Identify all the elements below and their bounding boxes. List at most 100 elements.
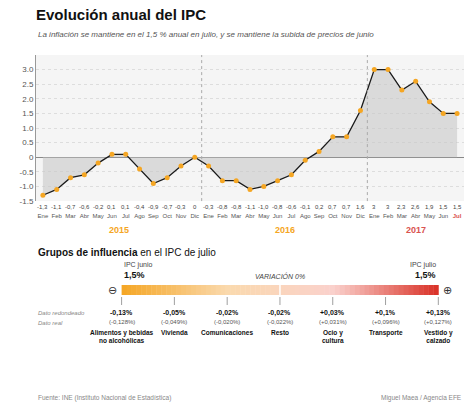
svg-text:-0,02%: -0,02%: [268, 309, 291, 317]
svg-text:1,5: 1,5: [439, 204, 448, 210]
svg-text:Mar: Mar: [65, 213, 75, 219]
svg-text:-0,1: -0,1: [300, 204, 311, 210]
svg-text:Evolución anual del IPC: Evolución anual del IPC: [36, 6, 206, 23]
svg-text:Feb: Feb: [383, 213, 394, 219]
svg-text:Transporte: Transporte: [369, 329, 403, 337]
svg-text:2017: 2017: [406, 225, 426, 235]
svg-text:Ocio ycultura: Ocio ycultura: [322, 329, 344, 344]
svg-text:1,9: 1,9: [425, 204, 434, 210]
svg-text:May: May: [424, 213, 435, 219]
svg-text:(-0,049%): (-0,049%): [161, 319, 187, 325]
svg-text:Dato redondeado: Dato redondeado: [38, 310, 85, 316]
svg-text:1,5: 1,5: [453, 204, 462, 210]
svg-text:-0,6: -0,6: [286, 204, 297, 210]
svg-text:Ago: Ago: [300, 213, 311, 219]
svg-text:Oct: Oct: [162, 213, 172, 219]
svg-text:-0,7: -0,7: [162, 204, 173, 210]
svg-text:(+0,031%): (+0,031%): [319, 319, 347, 325]
svg-text:(-0,022%): (-0,022%): [267, 319, 293, 325]
svg-text:2,3: 2,3: [397, 204, 406, 210]
svg-text:Abr: Abr: [80, 213, 89, 219]
svg-text:-0,4: -0,4: [134, 204, 145, 210]
svg-text:Mar: Mar: [397, 213, 407, 219]
svg-text:0,7: 0,7: [328, 204, 337, 210]
svg-text:Grupos de influencia en el IPC: Grupos de influencia en el IPC de julio: [38, 247, 216, 258]
svg-text:0,1: 0,1: [107, 204, 116, 210]
svg-text:Jun: Jun: [273, 213, 283, 219]
svg-text:Dic: Dic: [190, 213, 199, 219]
svg-text:-1,1: -1,1: [51, 204, 62, 210]
svg-text:1.5: 1.5: [22, 109, 34, 118]
svg-text:-1,0: -1,0: [258, 204, 269, 210]
svg-text:Jun: Jun: [438, 213, 448, 219]
svg-text:-0,13%: -0,13%: [110, 309, 133, 317]
svg-text:Feb: Feb: [52, 213, 63, 219]
svg-text:2,6: 2,6: [411, 204, 420, 210]
svg-text:Comunicaciones: Comunicaciones: [201, 329, 253, 336]
svg-text:Dic: Dic: [356, 213, 365, 219]
svg-text:(-0,128%): (-0,128%): [109, 319, 135, 325]
svg-text:0: 0: [29, 153, 34, 162]
svg-text:-1.5: -1.5: [20, 197, 34, 206]
svg-text:Sep: Sep: [148, 213, 159, 219]
svg-text:-0,6: -0,6: [79, 204, 90, 210]
svg-text:-0,9: -0,9: [148, 204, 159, 210]
svg-text:May: May: [92, 213, 103, 219]
svg-text:Abr: Abr: [411, 213, 420, 219]
svg-text:Jul: Jul: [453, 213, 462, 219]
svg-text:Resto: Resto: [271, 329, 289, 336]
svg-text:+0,13%: +0,13%: [426, 309, 451, 317]
svg-text:-1.0: -1.0: [20, 182, 34, 191]
svg-text:⊕: ⊕: [443, 284, 452, 297]
svg-text:Vivienda: Vivienda: [161, 329, 188, 336]
svg-text:Jun: Jun: [107, 213, 117, 219]
svg-text:Vestido ycalzado: Vestido ycalzado: [424, 329, 453, 344]
svg-text:-1,3: -1,3: [37, 204, 48, 210]
svg-text:-0,02%: -0,02%: [216, 309, 239, 317]
svg-text:Jul: Jul: [122, 213, 130, 219]
svg-text:-0.5: -0.5: [20, 168, 34, 177]
svg-text:Jul: Jul: [288, 213, 296, 219]
svg-text:2.0: 2.0: [22, 95, 34, 104]
svg-text:1,5%: 1,5%: [415, 270, 436, 280]
svg-text:Mar: Mar: [231, 213, 241, 219]
svg-text:-1,1: -1,1: [245, 204, 256, 210]
svg-text:Fuente: INE (Instituto Naciona: Fuente: INE (Instituto Nacional de Estad…: [38, 394, 171, 402]
svg-text:IPC junio: IPC junio: [124, 261, 153, 269]
svg-text:(+0,096%): (+0,096%): [372, 319, 400, 325]
svg-text:-0,7: -0,7: [65, 204, 76, 210]
svg-text:-0,8: -0,8: [272, 204, 283, 210]
svg-text:0.5: 0.5: [22, 138, 34, 147]
svg-text:0: 0: [193, 204, 197, 210]
svg-text:0,7: 0,7: [342, 204, 351, 210]
svg-text:Ene: Ene: [203, 213, 214, 219]
svg-text:Miguel Maea / Agencia EFE: Miguel Maea / Agencia EFE: [381, 394, 462, 402]
svg-text:Oct: Oct: [328, 213, 338, 219]
svg-text:-0,8: -0,8: [217, 204, 228, 210]
svg-text:2016: 2016: [275, 225, 295, 235]
svg-text:Ene: Ene: [369, 213, 380, 219]
svg-text:La inflación se mantiene en el: La inflación se mantiene en el 1,5 % anu…: [38, 30, 374, 39]
svg-text:-0,3: -0,3: [203, 204, 214, 210]
svg-text:2.5: 2.5: [22, 80, 34, 89]
svg-text:(-0,020%): (-0,020%): [214, 319, 240, 325]
svg-text:1,6: 1,6: [356, 204, 365, 210]
svg-text:1,5%: 1,5%: [124, 270, 145, 280]
svg-text:Ago: Ago: [134, 213, 145, 219]
svg-text:0,1: 0,1: [121, 204, 130, 210]
svg-text:3: 3: [372, 204, 376, 210]
svg-text:⊖: ⊖: [108, 284, 117, 297]
svg-text:Feb: Feb: [217, 213, 228, 219]
svg-text:3.0: 3.0: [22, 65, 34, 74]
svg-text:1.0: 1.0: [22, 124, 34, 133]
svg-text:Nov: Nov: [341, 213, 352, 219]
svg-text:3: 3: [386, 204, 390, 210]
svg-text:Nov: Nov: [176, 213, 187, 219]
svg-text:(+0,127%): (+0,127%): [424, 319, 452, 325]
svg-text:IPC julio: IPC julio: [410, 261, 436, 269]
svg-text:May: May: [258, 213, 269, 219]
svg-text:Abr: Abr: [245, 213, 254, 219]
svg-text:-0,8: -0,8: [231, 204, 242, 210]
svg-text:0,2: 0,2: [315, 204, 324, 210]
svg-text:+0,1%: +0,1%: [375, 309, 396, 317]
